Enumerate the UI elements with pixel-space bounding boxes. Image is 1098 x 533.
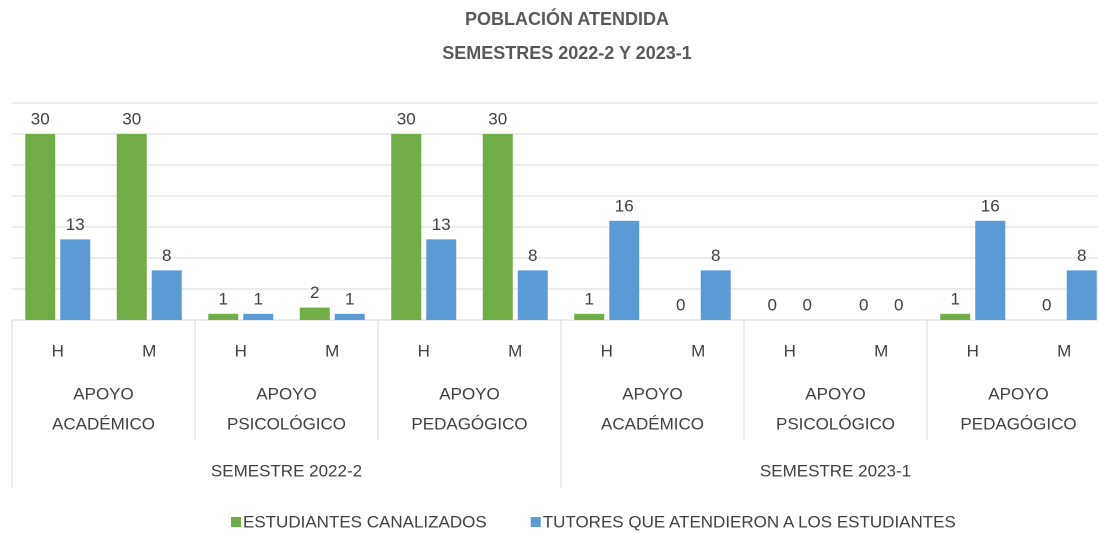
x-tick-label: H (601, 341, 613, 360)
bar (517, 270, 548, 320)
value-label: 8 (711, 246, 720, 265)
x-tick-label: H (52, 341, 64, 360)
subgroup-label: APOYO (73, 384, 133, 403)
value-label: 16 (981, 196, 1000, 215)
bar (700, 270, 731, 320)
legend-label: TUTORES QUE ATENDIERON A LOS ESTUDIANTES (543, 512, 956, 531)
subgroup-label: APOYO (439, 384, 499, 403)
bar (609, 220, 640, 320)
value-label: 30 (397, 109, 416, 128)
bar (391, 134, 422, 320)
value-label: 0 (803, 295, 812, 314)
value-label: 30 (31, 109, 50, 128)
value-label: 1 (219, 289, 228, 308)
subgroup-label: PEDAGÓGICO (411, 414, 527, 433)
chart-subtitle: SEMESTRES 2022-2 Y 2023-1 (442, 43, 691, 63)
subgroup-label: ACADÉMICO (52, 414, 155, 433)
subgroup-label: PEDAGÓGICO (960, 414, 1076, 433)
group-label: SEMESTRE 2023-1 (760, 461, 911, 480)
x-tick-label: H (418, 341, 430, 360)
subgroup-label: PSICOLÓGICO (776, 414, 895, 433)
value-label: 16 (615, 196, 634, 215)
value-label: 0 (859, 295, 868, 314)
value-label: 1 (254, 289, 263, 308)
value-label: 1 (951, 289, 960, 308)
value-label: 0 (676, 295, 685, 314)
x-tick-label: M (508, 341, 522, 360)
bar (975, 220, 1006, 320)
bar (208, 313, 239, 320)
bar (1066, 270, 1097, 320)
subgroup-label: PSICOLÓGICO (227, 414, 346, 433)
subgroup-label: APOYO (622, 384, 682, 403)
bar (426, 239, 457, 320)
value-label: 8 (528, 246, 537, 265)
value-label: 1 (585, 289, 594, 308)
subgroup-label: APOYO (256, 384, 316, 403)
x-tick-label: M (142, 341, 156, 360)
value-label: 8 (1077, 246, 1086, 265)
x-tick-label: M (1057, 341, 1071, 360)
bar (151, 270, 182, 320)
bar (116, 134, 147, 320)
value-label: 30 (122, 109, 141, 128)
bar (940, 313, 971, 320)
x-tick-label: H (784, 341, 796, 360)
bar (574, 313, 605, 320)
value-label: 0 (768, 295, 777, 314)
chart-title: POBLACIÓN ATENDIDA (465, 8, 669, 29)
legend-label: ESTUDIANTES CANALIZADOS (243, 512, 487, 531)
legend-swatch (231, 517, 241, 527)
bar (243, 313, 274, 320)
x-tick-label: M (691, 341, 705, 360)
value-label: 0 (894, 295, 903, 314)
bar (299, 307, 330, 320)
x-tick-label: H (967, 341, 979, 360)
bar (482, 134, 513, 320)
value-label: 8 (162, 246, 171, 265)
x-tick-label: H (235, 341, 247, 360)
subgroup-label: APOYO (988, 384, 1048, 403)
bar (25, 134, 56, 320)
bar (334, 313, 365, 320)
value-label: 13 (432, 215, 451, 234)
x-tick-label: M (325, 341, 339, 360)
legend-swatch (530, 517, 541, 527)
group-label: SEMESTRE 2022-2 (211, 461, 362, 480)
value-label: 1 (345, 289, 354, 308)
subgroup-label: APOYO (805, 384, 865, 403)
value-label: 30 (488, 109, 507, 128)
bar (60, 239, 91, 320)
value-label: 0 (1042, 295, 1051, 314)
value-label: 13 (66, 215, 85, 234)
subgroup-label: ACADÉMICO (601, 414, 704, 433)
value-label: 2 (310, 283, 319, 302)
x-tick-label: M (874, 341, 888, 360)
